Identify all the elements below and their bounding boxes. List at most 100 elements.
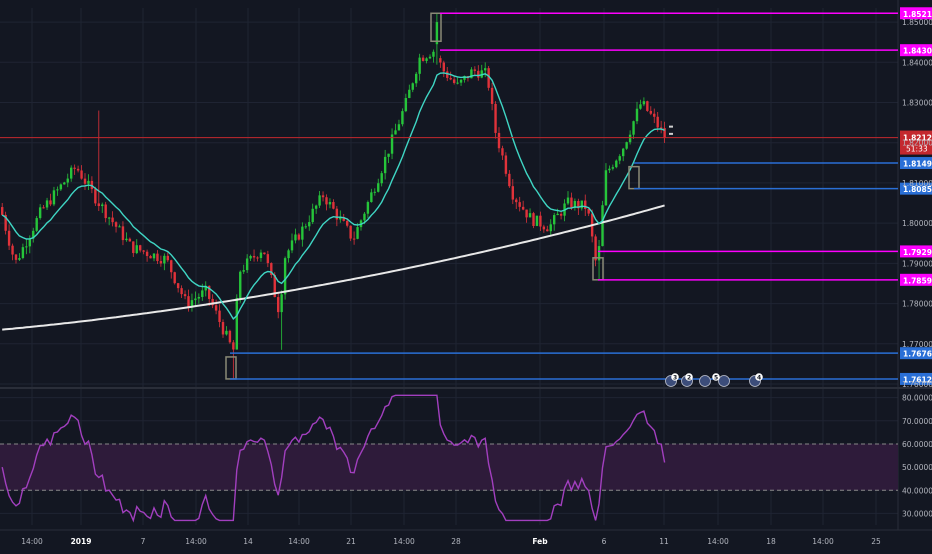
candle-body <box>580 200 583 209</box>
x-tick-label: 14:00 <box>812 537 834 546</box>
x-tick-label: 14 <box>243 537 253 546</box>
candle-body <box>459 79 463 83</box>
candle-body <box>428 56 432 59</box>
level-label: 1.85219 <box>903 10 932 19</box>
candle-body <box>211 298 214 306</box>
candle-body <box>411 83 414 90</box>
candle-body <box>11 245 14 255</box>
candle-body <box>76 168 80 171</box>
candle-body <box>49 200 52 205</box>
candle-body <box>435 22 439 45</box>
level-label-bg <box>900 157 932 170</box>
candle-body <box>107 217 111 219</box>
candle-body <box>477 70 480 78</box>
candle-body <box>259 252 263 259</box>
candle-body <box>370 192 373 203</box>
candle-body <box>404 98 408 112</box>
candle-body <box>32 230 35 239</box>
candle-body <box>242 270 245 272</box>
candle-body <box>597 246 601 261</box>
candle-body <box>380 173 383 184</box>
level-label-bg <box>900 347 932 360</box>
candle-body <box>73 167 76 169</box>
candle-body <box>508 173 511 187</box>
candle-body <box>342 217 345 221</box>
price-tick-label: 1.80000 <box>902 219 932 228</box>
candle-body <box>163 255 166 264</box>
candle-body <box>570 197 573 208</box>
level-label: 1.79297 <box>903 248 932 257</box>
candle-body <box>604 170 608 206</box>
level-label-bg <box>900 245 932 258</box>
candle-body <box>487 68 490 88</box>
level-label-bg <box>900 7 932 20</box>
candle-body <box>449 77 452 80</box>
x-tick-label: Feb <box>532 537 548 546</box>
candle-body <box>456 82 459 84</box>
candle-body <box>463 75 466 80</box>
candle-body <box>632 121 635 135</box>
candle-body <box>484 68 487 71</box>
ask-mark <box>669 132 673 135</box>
candle-body <box>176 283 180 289</box>
candle-body <box>515 199 518 203</box>
candle-body <box>625 142 628 149</box>
event-count-badge <box>712 373 720 381</box>
event-count-badge <box>755 373 763 381</box>
candle-body <box>83 178 87 184</box>
candle-body <box>180 288 183 295</box>
candle-body <box>377 183 380 192</box>
x-tick-label: 14:00 <box>288 537 310 546</box>
candle-body <box>470 69 473 79</box>
candle-body <box>38 207 42 219</box>
rsi-tick-label: 50.0000 <box>902 463 932 472</box>
candle-body <box>301 226 304 240</box>
candle-body <box>553 215 556 225</box>
price-tick-label: 1.81000 <box>902 179 932 188</box>
candle-body <box>18 258 21 260</box>
candle-body <box>142 250 145 252</box>
candle-body <box>532 213 535 226</box>
candle-body <box>239 271 242 299</box>
level-label: 1.76767 <box>903 350 932 359</box>
candle-body <box>356 227 359 239</box>
candle-body <box>639 104 642 109</box>
candle-body <box>659 127 663 129</box>
event-count-label: 2 <box>687 375 691 382</box>
rsi-tick-label: 40.0000 <box>902 486 932 495</box>
candle-body <box>125 238 128 241</box>
candle-body <box>183 294 187 297</box>
candle-body <box>556 213 559 216</box>
candle-body <box>349 225 352 239</box>
candle-body <box>332 202 335 209</box>
candle-body <box>314 205 318 209</box>
candle-body <box>439 58 442 63</box>
candle-body <box>132 241 135 254</box>
candle-body <box>252 255 256 258</box>
price-tick-label: 1.85000 <box>902 18 932 27</box>
candle-body <box>473 69 477 71</box>
candle-body <box>442 62 445 72</box>
event-count-label: 3 <box>673 375 677 382</box>
event-flag-icon <box>699 375 711 387</box>
rsi-line <box>1 394 666 523</box>
price-tick-label: 1.77000 <box>902 340 932 349</box>
candle-body <box>497 132 501 149</box>
x-tick-label: 11 <box>659 537 669 546</box>
candle-body <box>525 209 528 218</box>
candle-body <box>615 160 618 168</box>
candle-body <box>373 191 376 193</box>
candle-body <box>328 202 332 205</box>
candle-body <box>190 300 194 307</box>
candle-body <box>511 186 514 200</box>
price-tick-label: 1.83000 <box>902 99 932 108</box>
candle-body <box>397 124 401 131</box>
candle-body <box>139 245 142 251</box>
candle-body <box>45 200 49 208</box>
candle-body <box>97 203 100 207</box>
candle-body <box>156 253 159 262</box>
candle-body <box>446 71 449 78</box>
candle-body <box>170 260 173 273</box>
